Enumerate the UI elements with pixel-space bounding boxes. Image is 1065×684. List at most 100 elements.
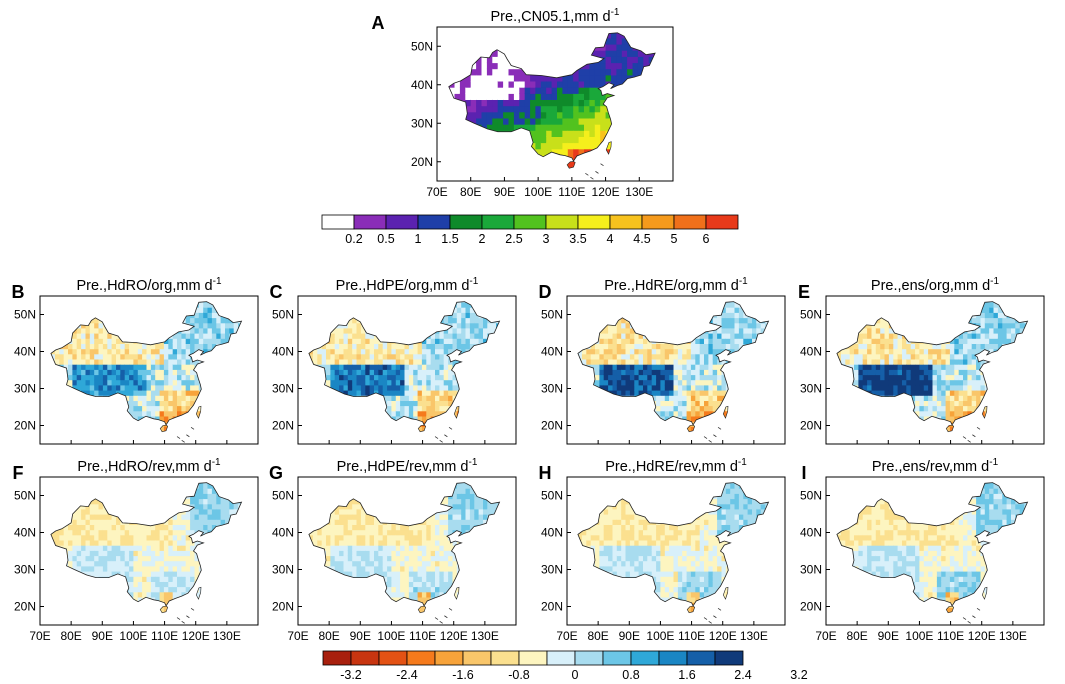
map-cell — [524, 80, 531, 88]
map-cell — [492, 124, 499, 131]
map-cell — [637, 56, 644, 64]
map-cell — [216, 322, 222, 329]
map-cell — [461, 327, 467, 334]
map-cell — [612, 379, 618, 386]
map-cell — [643, 338, 648, 344]
map-cell — [94, 374, 100, 381]
map-cell — [124, 384, 130, 391]
map-cell — [699, 405, 705, 412]
map-cell — [339, 364, 345, 370]
map-cell — [98, 333, 104, 339]
map-cell — [207, 317, 213, 324]
map-cell — [595, 369, 600, 376]
map-cell — [530, 124, 537, 131]
map-cell — [708, 410, 714, 417]
map-cell — [717, 384, 723, 391]
map-cell — [557, 105, 563, 113]
map-cell — [664, 364, 670, 370]
map-cell — [356, 358, 362, 365]
map-cell — [600, 136, 607, 144]
map-cell — [690, 405, 696, 412]
map-cell — [225, 322, 230, 329]
map-cell — [695, 358, 701, 365]
map-cell — [129, 390, 135, 396]
map-cell — [146, 374, 152, 381]
map-cell — [497, 68, 504, 76]
map-cell — [608, 384, 614, 391]
map-cell — [360, 358, 366, 365]
map-cell — [497, 62, 504, 70]
map-cell — [743, 317, 749, 324]
map-cell — [81, 384, 87, 391]
map-cell — [634, 384, 640, 391]
map-cell — [137, 415, 143, 422]
map-cell — [519, 74, 526, 82]
y-tick-label: 40N — [541, 345, 563, 359]
map-cell — [435, 410, 440, 417]
map-cell — [142, 343, 148, 350]
map-cell — [664, 348, 670, 355]
map-cell — [339, 358, 345, 365]
map-cell — [660, 353, 666, 360]
map-cell — [567, 87, 574, 94]
map-cell — [89, 353, 95, 360]
y-tick-label: 50N — [411, 39, 433, 53]
map-cell — [664, 415, 670, 422]
map-cell — [664, 379, 670, 386]
map-cell — [578, 130, 585, 137]
map-cell — [686, 374, 692, 381]
map-cell — [54, 358, 60, 365]
map-cell — [647, 390, 653, 396]
map-cell — [497, 87, 504, 94]
map-cell — [651, 348, 657, 355]
map-cell — [81, 379, 87, 386]
map-cell — [725, 307, 731, 313]
map-cell — [634, 353, 640, 360]
map-cell — [508, 117, 515, 125]
map-cell — [567, 93, 574, 100]
sea-dash — [448, 427, 453, 430]
map-cell — [567, 124, 574, 131]
map-cell — [89, 322, 95, 329]
map-cell — [503, 111, 510, 119]
map-cell — [465, 307, 471, 313]
map-cell — [535, 87, 542, 94]
sea-dash — [190, 427, 195, 430]
map-cell — [608, 369, 614, 376]
map-cell — [704, 410, 709, 417]
map-cell — [470, 87, 477, 94]
map-cell — [708, 384, 714, 391]
map-cell — [712, 369, 718, 376]
map-cell — [443, 400, 449, 407]
map-cell — [690, 353, 696, 360]
map-cell — [546, 105, 553, 113]
map-cell — [137, 364, 143, 370]
map-cell — [660, 364, 666, 370]
map-cell — [503, 87, 510, 94]
map-cell — [638, 374, 644, 381]
map-cell — [625, 384, 631, 391]
map-cell — [677, 384, 683, 391]
map-cell — [172, 410, 178, 417]
map-cell — [102, 374, 108, 381]
map-cell — [603, 343, 609, 350]
map-cell — [594, 68, 601, 76]
map-cell — [124, 369, 130, 376]
map-cell — [660, 343, 666, 350]
map-cell — [594, 136, 601, 144]
map-cell — [102, 379, 108, 386]
map-cell — [343, 333, 349, 339]
map-cell — [629, 364, 635, 370]
map-cell — [181, 343, 187, 350]
map-cell — [172, 364, 178, 370]
map-cell — [334, 353, 340, 360]
map-cell — [365, 379, 371, 386]
map-cell — [360, 343, 366, 350]
map-cell — [664, 374, 670, 381]
map-cell — [190, 369, 196, 376]
map-cell — [629, 369, 635, 376]
map-cell — [546, 111, 553, 119]
map-cell — [339, 384, 345, 391]
map-cell — [704, 369, 709, 376]
map-cell — [470, 62, 477, 70]
